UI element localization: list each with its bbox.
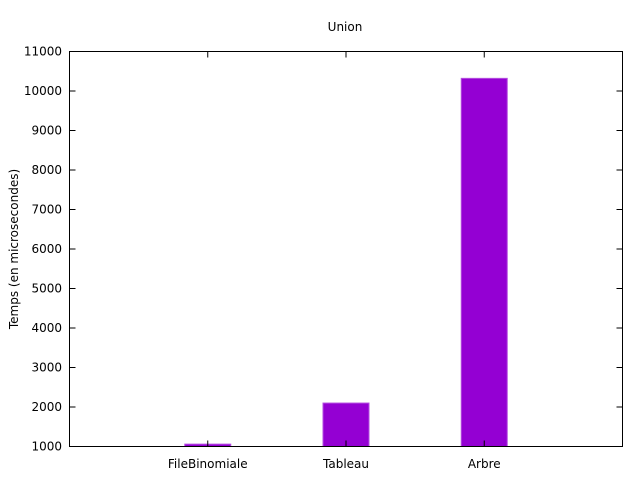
y-tick-label: 10000 bbox=[24, 84, 62, 98]
x-ticks-group: FileBinomiale Tableau Arbre bbox=[168, 51, 501, 471]
y-tick-label: 6000 bbox=[31, 242, 62, 256]
y-tick-label: 3000 bbox=[31, 361, 62, 375]
y-tick-label: 8000 bbox=[31, 163, 62, 177]
bar-tableau bbox=[322, 402, 370, 447]
bar-arbre bbox=[460, 77, 508, 448]
x-tick-label: Arbre bbox=[468, 457, 501, 471]
y-tick-label: 2000 bbox=[31, 400, 62, 414]
x-tick-label: FileBinomiale bbox=[168, 457, 248, 471]
y-tick-label: 5000 bbox=[31, 282, 62, 296]
y-tick-label: 9000 bbox=[31, 124, 62, 138]
y-tick-label: 11000 bbox=[24, 45, 62, 59]
y-tick-label: 4000 bbox=[31, 321, 62, 335]
y-axis-label: Temps (en microsecondes) bbox=[7, 169, 21, 330]
y-tick-label: 7000 bbox=[31, 203, 62, 217]
x-tick-label: Tableau bbox=[322, 457, 369, 471]
plot-frame bbox=[69, 51, 623, 447]
chart-title: Union bbox=[328, 20, 363, 34]
y-ticks-group: 1000 2000 3000 4000 5000 6000 7000 8000 9000 1000… bbox=[24, 45, 623, 454]
y-tick-label: 1000 bbox=[31, 440, 62, 454]
bars-group bbox=[184, 77, 508, 448]
